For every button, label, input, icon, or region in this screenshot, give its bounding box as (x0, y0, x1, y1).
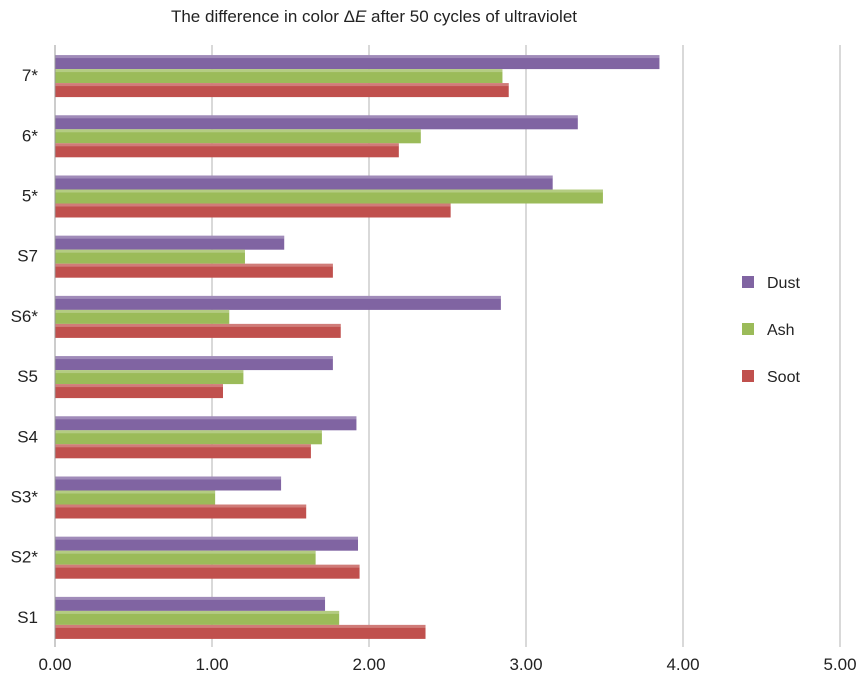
bar-ash (55, 69, 503, 84)
bar-ash (55, 370, 244, 385)
bar-dust (55, 115, 578, 130)
bar-ash (55, 490, 216, 505)
bar-dust (55, 536, 359, 551)
bar-highlight (55, 203, 451, 207)
bar-highlight (55, 263, 333, 267)
category-label: S6* (11, 307, 39, 326)
bar-highlight (55, 129, 421, 133)
category-label: S7 (17, 247, 38, 266)
legend-swatch-ash (742, 323, 754, 335)
bar-dust (55, 596, 326, 611)
bar-highlight (55, 610, 340, 614)
x-tick-label: 2.00 (352, 655, 385, 674)
bar-highlight (55, 83, 509, 87)
bar-soot (55, 143, 399, 158)
bar-ash (55, 610, 340, 625)
x-tick-label: 5.00 (823, 655, 856, 674)
bar-dust (55, 416, 357, 431)
x-tick-label: 1.00 (195, 655, 228, 674)
category-label: S2* (11, 548, 39, 567)
bar-highlight (55, 564, 360, 568)
bar-highlight (55, 356, 333, 360)
bar-soot (55, 624, 426, 639)
bar-dust (55, 175, 553, 190)
legend-label-dust: Dust (767, 275, 800, 292)
bar-highlight (55, 175, 553, 179)
category-label: S1 (17, 608, 38, 627)
bar-soot (55, 504, 307, 519)
legend-swatch-soot (742, 370, 754, 382)
bar-highlight (55, 550, 316, 554)
legend-label-ash: Ash (767, 322, 795, 339)
bar-soot (55, 564, 360, 579)
bar-ash (55, 550, 316, 565)
bar-ash (55, 129, 421, 144)
bar-highlight (55, 55, 660, 59)
bar-highlight (55, 309, 230, 313)
x-axis-ticks: 0.00 1.00 2.00 3.00 4.00 5.00 (38, 655, 856, 674)
bar-highlight (55, 370, 244, 374)
bar-soot (55, 203, 451, 218)
bar-soot (55, 263, 333, 278)
bar-highlight (55, 504, 307, 508)
bar-highlight (55, 143, 399, 147)
category-label: 7* (22, 66, 38, 85)
legend-label-soot: Soot (767, 369, 800, 386)
bar-soot (55, 384, 223, 399)
bar-highlight (55, 69, 503, 73)
bar-highlight (55, 490, 216, 494)
bar-ash (55, 249, 245, 264)
x-tick-label: 3.00 (509, 655, 542, 674)
legend: Dust Ash Soot (742, 275, 800, 386)
bar-highlight (55, 295, 501, 299)
bar-soot (55, 444, 311, 459)
bar-dust (55, 235, 285, 250)
category-label: 6* (22, 126, 38, 145)
x-tick-label: 0.00 (38, 655, 71, 674)
bar-highlight (55, 430, 322, 434)
bar-highlight (55, 115, 578, 119)
bar-highlight (55, 235, 285, 239)
bar-highlight (55, 384, 223, 388)
bar-highlight (55, 536, 359, 540)
bar-soot (55, 83, 509, 98)
bar-ash (55, 430, 322, 445)
bar-highlight (55, 444, 311, 448)
bar-highlight (55, 624, 426, 628)
chart-title: The difference in color ΔE after 50 cycl… (171, 7, 577, 26)
bar-group (55, 55, 660, 639)
bar-ash (55, 309, 230, 324)
bar-highlight (55, 416, 357, 420)
bar-dust (55, 356, 333, 371)
x-tick-label: 4.00 (666, 655, 699, 674)
category-label: 5* (22, 187, 38, 206)
category-label: S5 (17, 367, 38, 386)
legend-swatch-dust (742, 276, 754, 288)
bar-dust (55, 476, 282, 491)
category-labels: 7* 6* 5* S7 S6* S5 S4 S3* S2* S1 (11, 66, 39, 627)
bar-soot (55, 323, 341, 338)
bar-highlight (55, 323, 341, 327)
category-label: S3* (11, 488, 39, 507)
bar-highlight (55, 476, 282, 480)
bar-highlight (55, 596, 326, 600)
bar-dust (55, 55, 660, 70)
bar-dust (55, 295, 501, 310)
bar-highlight (55, 249, 245, 253)
bar-ash (55, 189, 603, 204)
category-label: S4 (17, 427, 38, 446)
bar-highlight (55, 189, 603, 193)
